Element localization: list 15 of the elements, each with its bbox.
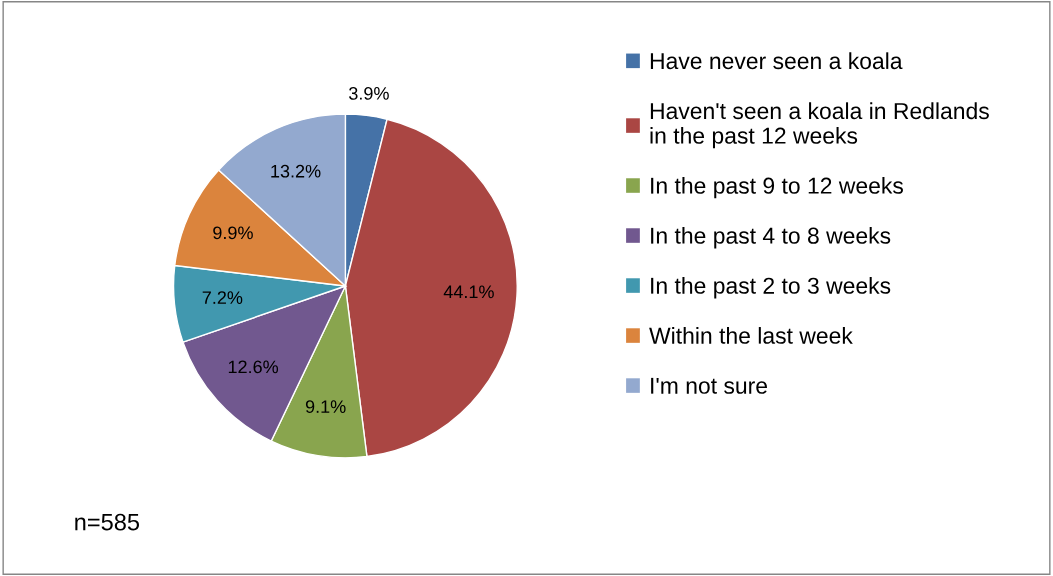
legend-label: In the past 4 to 8 weeks	[651, 227, 891, 249]
data-label: 3.9%	[349, 87, 389, 100]
legend-label: In the past 9 to 12 weeks	[651, 177, 903, 199]
data-label: 9.1%	[305, 400, 346, 413]
text: n=585	[75, 513, 140, 531]
legend-label: In the past 2 to 3 weeks	[651, 277, 891, 299]
legend-label: Have never seen a koala	[650, 52, 903, 70]
data-label: 9.9%	[213, 226, 253, 240]
legend-label: I'm not sure	[651, 377, 767, 394]
data-label: 7.2%	[202, 291, 243, 304]
data-label: 13.2%	[271, 164, 321, 178]
data-label: 44.1%	[443, 285, 494, 299]
legend-label: Within the last week	[649, 327, 853, 344]
legend-label: Haven't seen a koala in Redlands in the past 12 weeks	[650, 102, 989, 149]
data-label: 12.6%	[228, 360, 279, 374]
